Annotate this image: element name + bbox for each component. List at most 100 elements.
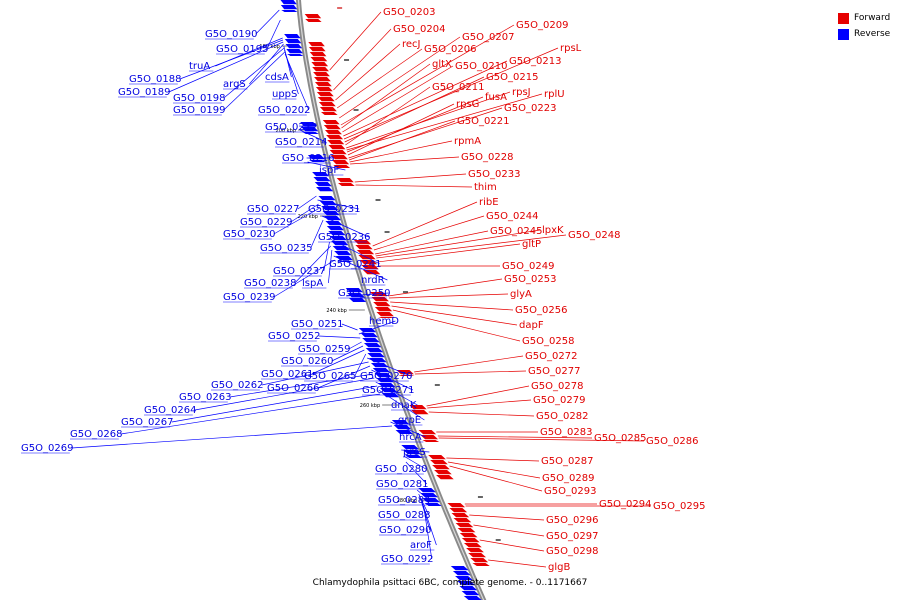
forward-gene-label: rpmA xyxy=(454,136,481,147)
forward-gene-feature xyxy=(313,72,330,77)
reverse-gene-feature xyxy=(329,236,347,241)
reverse-label-connector xyxy=(255,9,280,35)
forward-gene-feature xyxy=(451,513,470,518)
reverse-label-connector xyxy=(311,349,365,375)
forward-gene-feature xyxy=(396,370,414,375)
reverse-label-connector xyxy=(416,489,430,501)
reverse-gene-feature xyxy=(314,182,332,187)
forward-gene-feature xyxy=(320,112,338,115)
forward-gene-feature xyxy=(327,140,345,145)
reverse-label-connector xyxy=(284,53,310,111)
forward-gene-label: fusA xyxy=(485,92,507,103)
forward-label-connector xyxy=(426,385,530,407)
reverse-gene-label: G5O_0281 xyxy=(376,479,428,490)
forward-gene-label: G5O_0221 xyxy=(457,116,509,127)
forward-gene-feature xyxy=(324,130,342,135)
forward-label-connector xyxy=(437,435,593,439)
forward-gene-label: G5O_0253 xyxy=(504,274,556,285)
reverse-gene-feature xyxy=(319,201,337,206)
reverse-gene-label: G5O_0231 xyxy=(308,204,360,215)
reverse-gene-feature xyxy=(301,127,319,132)
reverse-label-connector xyxy=(317,365,371,389)
forward-gene-feature xyxy=(304,14,322,19)
scale-tick-label: 280 kbp xyxy=(397,498,417,504)
reverse-gene-feature xyxy=(461,591,480,596)
reverse-gene-feature xyxy=(316,187,334,192)
reverse-gene-label: G5O_0251 xyxy=(291,319,343,330)
forward-gene-label: G5O_0223 xyxy=(504,103,556,114)
forward-gene-label: G5O_0295 xyxy=(653,501,705,512)
forward-gene-label: G5O_0233 xyxy=(468,169,520,180)
reverse-gene-feature xyxy=(318,196,336,201)
reverse-gene-feature xyxy=(374,373,393,378)
reverse-label-connector xyxy=(120,393,381,435)
reverse-gene-feature xyxy=(285,44,303,49)
legend-reverse-label: Reverse xyxy=(854,29,891,39)
forward-gene-label: G5O_0278 xyxy=(531,381,583,392)
reverse-gene-label: G5O_0271 xyxy=(362,385,414,396)
forward-gene-label: G5O_0256 xyxy=(515,305,567,316)
reverse-gene-feature xyxy=(379,388,398,393)
reverse-gene-label: G5O_0189 xyxy=(118,87,170,98)
forward-gene-feature xyxy=(333,165,351,168)
forward-gene-feature xyxy=(468,553,486,558)
forward-gene-feature xyxy=(355,245,373,250)
forward-label-connector xyxy=(375,229,541,257)
forward-gene-feature xyxy=(411,410,429,415)
reverse-label-connector xyxy=(299,129,326,143)
forward-gene-label: gltP xyxy=(522,239,541,250)
forward-gene-label: G5O_0248 xyxy=(568,230,620,241)
forward-label-connector xyxy=(349,140,453,163)
forward-gene-feature xyxy=(326,135,344,140)
reverse-gene-label: G5O_0202 xyxy=(258,105,310,116)
forward-gene-label: G5O_0286 xyxy=(646,436,698,447)
forward-gene-feature xyxy=(418,430,437,435)
reverse-gene-feature xyxy=(287,54,304,56)
forward-gene-feature xyxy=(470,558,489,563)
reverse-gene-feature xyxy=(463,596,482,600)
forward-label-connector xyxy=(390,301,514,311)
forward-gene-label: G5O_0298 xyxy=(546,546,598,557)
reverse-label-connector xyxy=(273,207,320,235)
reverse-label-connector xyxy=(317,199,359,210)
forward-label-connector xyxy=(469,514,545,521)
forward-label-connector xyxy=(376,234,567,259)
reverse-gene-feature xyxy=(286,49,303,54)
forward-gene-feature xyxy=(449,508,468,513)
forward-gene-label: G5O_0209 xyxy=(516,20,568,31)
reverse-label-connector xyxy=(297,195,317,210)
reverse-gene-feature xyxy=(348,298,367,302)
scale-tick-label: 260 kbp xyxy=(360,403,380,409)
forward-gene-feature xyxy=(358,255,376,260)
forward-gene-label: thim xyxy=(474,182,497,193)
legend-reverse: Reverse xyxy=(838,26,890,42)
reverse-gene-feature xyxy=(450,566,469,571)
reverse-gene-label: G5O_0269 xyxy=(21,443,73,454)
reverse-gene-feature xyxy=(300,122,318,127)
forward-label-connector xyxy=(344,76,485,143)
forward-gene-feature xyxy=(336,178,354,183)
reverse-label-connector xyxy=(333,255,388,281)
forward-gene-label: G5O_0213 xyxy=(509,56,561,67)
forward-gene-feature xyxy=(457,528,476,533)
scale-tick-label: 180 kbp xyxy=(259,44,279,50)
reverse-gene-label: nrdR xyxy=(361,275,385,286)
forward-gene-label: lpxK xyxy=(542,225,564,236)
forward-label-connector xyxy=(340,24,515,126)
reverse-gene-label: G5O_0284 xyxy=(378,495,430,506)
forward-label-connector xyxy=(345,86,431,146)
reverse-label-connector xyxy=(401,449,430,453)
reverse-label-connector xyxy=(318,335,361,339)
reverse-label-connector xyxy=(375,381,418,406)
forward-gene-feature xyxy=(361,265,379,270)
forward-gene-feature xyxy=(310,57,328,62)
forward-gene-feature xyxy=(376,312,394,317)
forward-gene-label: G5O_0297 xyxy=(546,531,598,542)
forward-gene-feature xyxy=(308,42,325,47)
forward-gene-feature xyxy=(434,470,452,475)
forward-gene-label: glyA xyxy=(510,289,532,300)
forward-gene-label: G5O_0210 xyxy=(455,61,507,72)
reverse-gene-feature xyxy=(395,430,414,434)
reverse-gene-label: G5O_0290 xyxy=(379,525,431,536)
reverse-label-connector xyxy=(346,292,389,297)
